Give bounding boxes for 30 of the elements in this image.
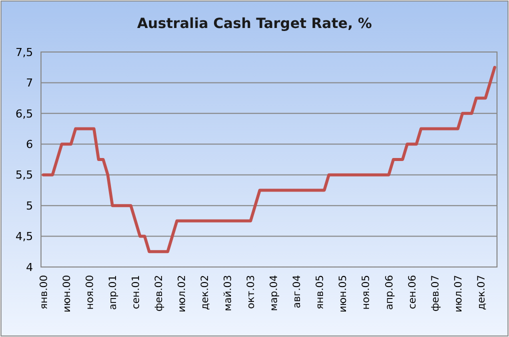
x-tick-label: июн.05 [338,275,350,312]
x-tick-label: дек.02 [200,275,212,310]
x-tick-label: апр.01 [108,275,119,310]
y-tick-label: 5,5 [16,168,33,182]
x-tick-label: июл.02 [176,275,188,312]
x-tick-label: сен.01 [130,275,142,310]
x-tick-label: апр.06 [384,275,396,310]
y-tick-label: 6 [26,138,33,151]
x-tick-label: фев.02 [154,275,165,312]
x-tick-label: июн.00 [62,275,73,312]
y-tick-label: 5 [26,199,33,212]
x-tick-label: дек.07 [476,275,488,310]
x-tick-label: мар.04 [269,275,280,311]
x-tick-label: июл.07 [453,275,464,312]
x-tick-label: ноя.05 [361,275,372,310]
x-tick-label: май.03 [223,275,234,312]
x-tick-label: авг.04 [292,275,304,308]
y-tick-label: 4,5 [16,230,33,244]
y-tick-label: 4 [26,260,33,274]
x-tick-label: фев.07 [430,275,442,312]
x-tick-label: янв.00 [38,275,50,310]
x-tick-label: сен.06 [407,275,418,310]
chart-title: Australia Cash Target Rate, % [137,16,372,32]
line-series [42,66,496,254]
y-tick-label: 6,5 [16,107,33,120]
x-tick-label: янв.05 [315,275,326,310]
y-tick-label: 7 [26,76,33,90]
x-tick-label: ноя.00 [84,275,96,310]
x-tick-label: окт.03 [246,275,258,309]
y-tick-label: 7,5 [16,46,33,59]
